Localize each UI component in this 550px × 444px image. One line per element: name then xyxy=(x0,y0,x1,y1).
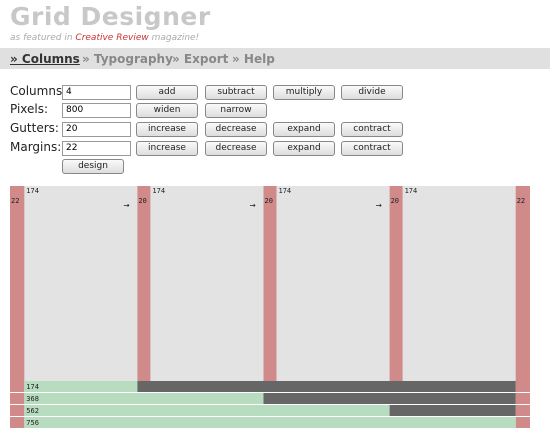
subtitle-link[interactable]: Creative Review xyxy=(75,33,149,43)
button[interactable]: increase xyxy=(136,141,198,156)
nav-link[interactable]: » Export xyxy=(172,52,229,66)
span-label: 174 xyxy=(26,383,39,391)
button[interactable]: increase xyxy=(136,122,198,137)
span-total xyxy=(24,393,264,404)
button[interactable]: widen xyxy=(136,103,198,118)
arrow: → xyxy=(123,200,129,211)
column-width: 174 xyxy=(152,187,165,195)
gutter xyxy=(389,186,403,381)
margin xyxy=(515,186,530,429)
button[interactable]: expand xyxy=(273,141,335,156)
subtitle-text: as featured in xyxy=(10,33,76,43)
column-width: 174 xyxy=(26,187,39,195)
gutter xyxy=(263,186,277,381)
margin-width: 22 xyxy=(11,197,19,205)
subtitle-text: magazine! xyxy=(148,33,200,43)
column-width: 174 xyxy=(405,187,418,195)
button[interactable]: multiply xyxy=(273,85,335,100)
button[interactable]: decrease xyxy=(205,141,267,156)
margin xyxy=(10,186,25,429)
span-remainder xyxy=(137,381,516,392)
text-input[interactable]: 4 xyxy=(62,85,131,100)
subtitle: as featured in Creative Review magazine! xyxy=(10,33,199,43)
nav-link[interactable]: » Columns xyxy=(10,52,80,66)
button[interactable]: add xyxy=(136,85,198,100)
span-total xyxy=(24,405,390,416)
span-total xyxy=(24,381,138,392)
arrow: → xyxy=(376,200,382,211)
field-label: Pixels: xyxy=(10,102,49,116)
nav-link[interactable]: » Help xyxy=(232,52,275,66)
span-label: 368 xyxy=(26,395,39,403)
gutter xyxy=(137,186,151,381)
arrow: → xyxy=(250,200,256,211)
field-label: Gutters: xyxy=(10,121,59,135)
text-input[interactable]: 800 xyxy=(62,103,131,118)
button[interactable]: contract xyxy=(341,141,403,156)
text-input[interactable]: 20 xyxy=(62,122,131,137)
span-label: 756 xyxy=(26,419,39,427)
margin-width: 22 xyxy=(517,197,525,205)
column-width: 174 xyxy=(279,187,292,195)
span-remainder xyxy=(263,393,516,404)
button[interactable]: decrease xyxy=(205,122,267,137)
span-total xyxy=(24,417,516,428)
button[interactable]: narrow xyxy=(205,103,267,118)
field-label: Margins: xyxy=(10,140,62,154)
span-remainder xyxy=(389,405,516,416)
nav-link[interactable]: » Typography xyxy=(82,52,173,66)
gutter-width: 20 xyxy=(138,197,146,205)
text-input[interactable]: 22 xyxy=(62,141,131,156)
nav-bar: » Columns» Typography» Export» Help xyxy=(0,48,550,69)
field-label: Columns: xyxy=(10,84,67,98)
button[interactable]: subtract xyxy=(205,85,267,100)
gutter-width: 20 xyxy=(391,197,399,205)
submit-button[interactable]: design xyxy=(62,159,124,174)
app-title: Grid Designer xyxy=(10,2,211,31)
button[interactable]: expand xyxy=(273,122,335,137)
button[interactable]: contract xyxy=(341,122,403,137)
span-label: 562 xyxy=(26,407,39,415)
button[interactable]: divide xyxy=(341,85,403,100)
gutter-width: 20 xyxy=(265,197,273,205)
